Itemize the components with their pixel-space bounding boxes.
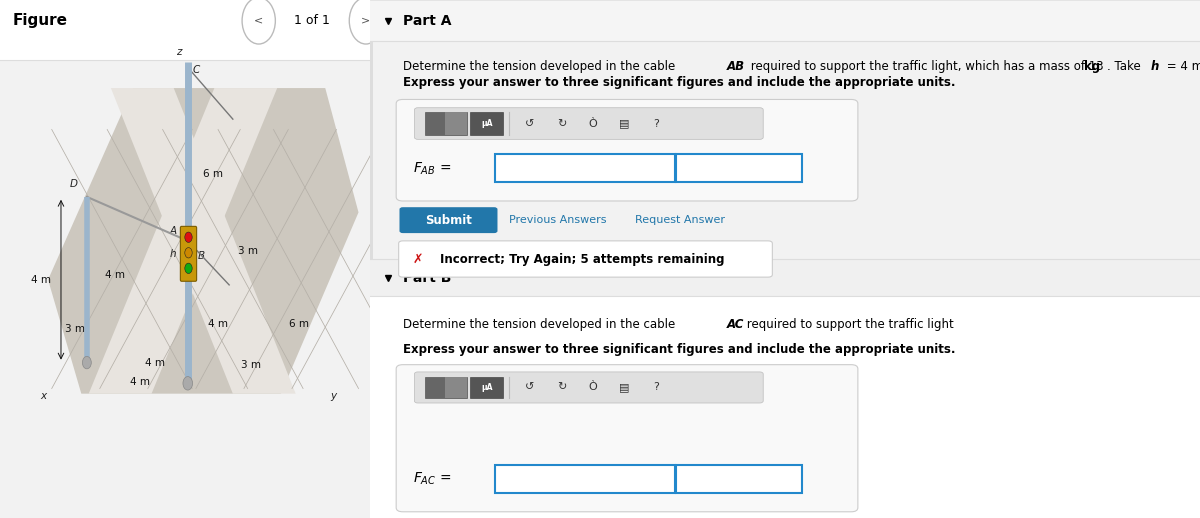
FancyBboxPatch shape (370, 296, 1200, 518)
Text: 6 m: 6 m (203, 168, 222, 179)
Text: Ò: Ò (589, 119, 598, 128)
Text: x: x (41, 391, 47, 401)
Text: D: D (70, 179, 78, 189)
Text: $F_{AC}$ =: $F_{AC}$ = (413, 471, 451, 487)
Text: 4 m: 4 m (104, 269, 125, 280)
FancyBboxPatch shape (370, 0, 373, 518)
Text: AB: AB (727, 60, 745, 73)
Text: z: z (176, 47, 182, 57)
Text: ↻: ↻ (557, 382, 566, 393)
FancyBboxPatch shape (396, 365, 858, 512)
Text: ?: ? (653, 382, 659, 393)
FancyBboxPatch shape (370, 259, 1200, 518)
Text: 4 m: 4 m (145, 357, 166, 368)
FancyBboxPatch shape (425, 377, 467, 398)
Circle shape (185, 263, 192, 274)
Text: Determine the tension developed in the cable: Determine the tension developed in the c… (403, 60, 679, 73)
Text: <: < (254, 16, 263, 26)
Text: ✗: ✗ (413, 252, 424, 266)
Text: 6 m: 6 m (289, 319, 310, 329)
FancyBboxPatch shape (400, 207, 498, 233)
Text: = 4 m.: = 4 m. (1164, 60, 1200, 73)
Text: 1 of 1: 1 of 1 (294, 14, 330, 27)
FancyBboxPatch shape (494, 465, 676, 493)
Text: 4 m: 4 m (31, 275, 50, 285)
FancyBboxPatch shape (470, 112, 503, 135)
FancyBboxPatch shape (445, 112, 467, 135)
FancyBboxPatch shape (396, 99, 858, 201)
Text: Part B: Part B (403, 270, 451, 285)
Text: Determine the tension developed in the cable: Determine the tension developed in the c… (403, 318, 679, 332)
Text: B: B (198, 251, 205, 262)
Text: Express your answer to three significant figures and include the appropriate uni: Express your answer to three significant… (403, 76, 955, 90)
Text: required to support the traffic light: required to support the traffic light (743, 318, 954, 332)
Text: ▤: ▤ (619, 119, 630, 128)
Text: μA: μA (481, 383, 492, 392)
FancyBboxPatch shape (0, 0, 370, 60)
FancyBboxPatch shape (425, 112, 467, 135)
Circle shape (185, 248, 192, 258)
Text: 3 m: 3 m (241, 360, 262, 370)
Text: Figure: Figure (13, 13, 68, 28)
Polygon shape (110, 88, 295, 394)
Text: y: y (330, 391, 336, 401)
Text: ▤: ▤ (619, 382, 630, 393)
Text: N: N (686, 472, 697, 486)
Text: h: h (1150, 60, 1158, 73)
Text: ↺: ↺ (526, 382, 534, 393)
FancyBboxPatch shape (414, 372, 763, 403)
FancyBboxPatch shape (676, 465, 803, 493)
Text: ↻: ↻ (557, 119, 566, 128)
Polygon shape (48, 88, 359, 394)
Text: A: A (169, 225, 176, 236)
Circle shape (182, 377, 192, 390)
Text: 3 m: 3 m (65, 324, 85, 334)
Text: Previous Answers: Previous Answers (509, 215, 607, 225)
Text: 3 m: 3 m (239, 246, 258, 256)
Text: Ò: Ò (589, 382, 598, 393)
Text: $F_{AB}$ =: $F_{AB}$ = (413, 160, 451, 177)
FancyBboxPatch shape (370, 0, 1200, 41)
Text: Part A: Part A (403, 13, 451, 28)
Text: ?: ? (653, 119, 659, 128)
Text: μA: μA (481, 119, 492, 128)
FancyBboxPatch shape (180, 226, 197, 281)
FancyBboxPatch shape (494, 154, 676, 182)
Text: Submit: Submit (425, 213, 472, 227)
Text: 651: 651 (504, 472, 530, 486)
Text: Request Answer: Request Answer (635, 215, 725, 225)
FancyBboxPatch shape (676, 154, 803, 182)
Circle shape (83, 356, 91, 369)
Text: kg: kg (1084, 60, 1100, 73)
Text: C: C (193, 65, 200, 75)
Text: ↺: ↺ (526, 119, 534, 128)
Text: . Take: . Take (1106, 60, 1145, 73)
FancyBboxPatch shape (414, 108, 763, 139)
Text: 558.24: 558.24 (504, 161, 552, 176)
Text: Incorrect; Try Again; 5 attempts remaining: Incorrect; Try Again; 5 attempts remaini… (440, 252, 725, 266)
Text: 4 m: 4 m (208, 319, 228, 329)
Text: Express your answer to three significant figures and include the appropriate uni: Express your answer to three significant… (403, 343, 955, 356)
Text: h: h (170, 249, 176, 259)
FancyBboxPatch shape (370, 259, 1200, 296)
FancyBboxPatch shape (398, 241, 773, 277)
Text: 4 m: 4 m (131, 377, 150, 387)
FancyBboxPatch shape (445, 377, 467, 398)
Text: N: N (686, 161, 697, 176)
Circle shape (185, 232, 192, 242)
Text: >: > (361, 16, 371, 26)
Text: required to support the traffic light, which has a mass of 13: required to support the traffic light, w… (748, 60, 1108, 73)
Polygon shape (89, 88, 277, 394)
FancyBboxPatch shape (470, 377, 503, 398)
Text: AC: AC (727, 318, 744, 332)
